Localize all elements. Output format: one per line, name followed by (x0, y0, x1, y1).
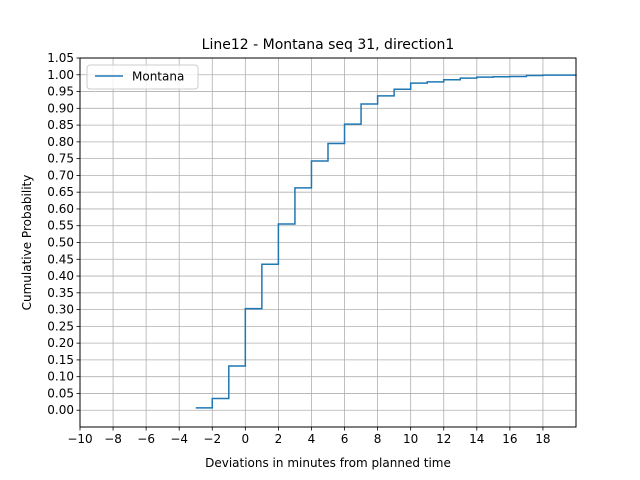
y-tick-label: 0.90 (47, 101, 74, 115)
x-tick-label: 6 (341, 432, 349, 446)
y-tick-label: 0.60 (47, 202, 74, 216)
legend-entry-montana: Montana (132, 70, 184, 84)
y-tick-label: 0.00 (47, 403, 74, 417)
y-tick-label: 0.30 (47, 303, 74, 317)
x-tick-label: 0 (242, 432, 250, 446)
x-tick-label: 2 (275, 432, 283, 446)
y-tick-label: 0.10 (47, 370, 74, 384)
chart-title: Line12 - Montana seq 31, direction1 (202, 37, 455, 53)
y-tick-label: 0.05 (47, 386, 74, 400)
x-tick-label: 16 (502, 432, 517, 446)
x-tick-label: 12 (436, 432, 451, 446)
y-tick-label: 0.45 (47, 252, 74, 266)
x-tick-label: −6 (137, 432, 155, 446)
y-tick-label: 0.75 (47, 152, 74, 166)
x-tick-label: 18 (535, 432, 550, 446)
y-tick-label: 1.00 (47, 68, 74, 82)
y-tick-label: 0.20 (47, 336, 74, 350)
legend: Montana (86, 64, 199, 90)
y-tick-label: 0.65 (47, 185, 74, 199)
x-axis-label: Deviations in minutes from planned time (205, 456, 451, 470)
x-axis: −10 −8 −6 −4 −2 0 2 4 6 8 10 12 14 16 18 (67, 427, 551, 446)
x-tick-label: 8 (374, 432, 382, 446)
y-tick-label: 0.25 (47, 319, 74, 333)
y-tick-label: 0.40 (47, 269, 74, 283)
y-tick-label: 0.35 (47, 286, 74, 300)
legend-box (86, 64, 199, 90)
y-tick-label: 0.80 (47, 135, 74, 149)
x-tick-label: −10 (67, 432, 92, 446)
x-tick-label: −8 (104, 432, 122, 446)
grid (79, 57, 576, 427)
y-tick-label: 0.95 (47, 85, 74, 99)
x-tick-label: 14 (469, 432, 484, 446)
y-tick-label: 0.50 (47, 236, 74, 250)
x-tick-label: 4 (308, 432, 316, 446)
y-axis: 0.00 0.05 0.10 0.15 0.20 0.25 0.30 0.35 0.40 0.45… (47, 51, 80, 417)
series-layer (195, 74, 577, 409)
x-tick-label: −4 (170, 432, 188, 446)
x-tick-label: −2 (203, 432, 221, 446)
y-tick-label: 0.70 (47, 168, 74, 182)
x-tick-label: 10 (403, 432, 418, 446)
y-tick-label: 0.55 (47, 219, 74, 233)
series-line-montana (195, 74, 577, 409)
y-tick-label: 0.15 (47, 353, 74, 367)
y-tick-label: 0.85 (47, 118, 74, 132)
y-axis-label: Cumulative Probability (20, 175, 34, 311)
y-tick-label: 1.05 (47, 51, 74, 65)
